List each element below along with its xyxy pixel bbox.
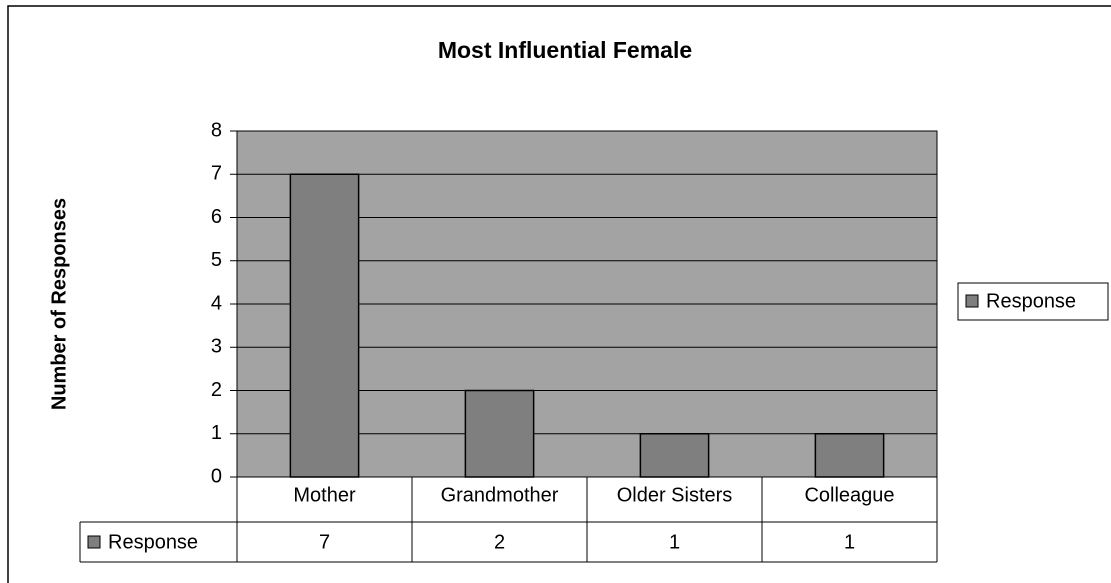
legend-label: Response [986, 290, 1076, 312]
table-value: 7 [319, 531, 330, 553]
table-value: 1 [844, 531, 855, 553]
chart-title: Most Influential Female [438, 37, 692, 63]
legend-box [957, 282, 1109, 321]
y-tick-label: 7 [211, 163, 222, 185]
table-key [87, 535, 101, 549]
bar [464, 389, 535, 478]
y-tick-label: 4 [211, 292, 222, 314]
x-tick-label: Mother [293, 484, 356, 506]
table-value: 1 [669, 531, 680, 553]
bar [289, 173, 360, 478]
y-tick-label: 6 [211, 206, 222, 228]
y-axis-title: Number of Responses [48, 198, 70, 410]
y-tick-label: 0 [211, 465, 222, 487]
y-tick-label: 5 [211, 249, 222, 271]
table-value: 2 [494, 531, 505, 553]
bar [814, 433, 885, 478]
y-tick-label: 2 [211, 379, 222, 401]
y-tick-label: 8 [211, 119, 222, 141]
table-row-label: Response [108, 531, 198, 553]
x-tick-label: Older Sisters [617, 484, 733, 506]
y-tick-label: 1 [211, 422, 222, 444]
bar [639, 433, 710, 478]
y-tick-label: 3 [211, 336, 222, 358]
x-tick-label: Grandmother [441, 484, 559, 506]
legend-key [965, 294, 979, 308]
x-tick-label: Colleague [804, 484, 894, 506]
